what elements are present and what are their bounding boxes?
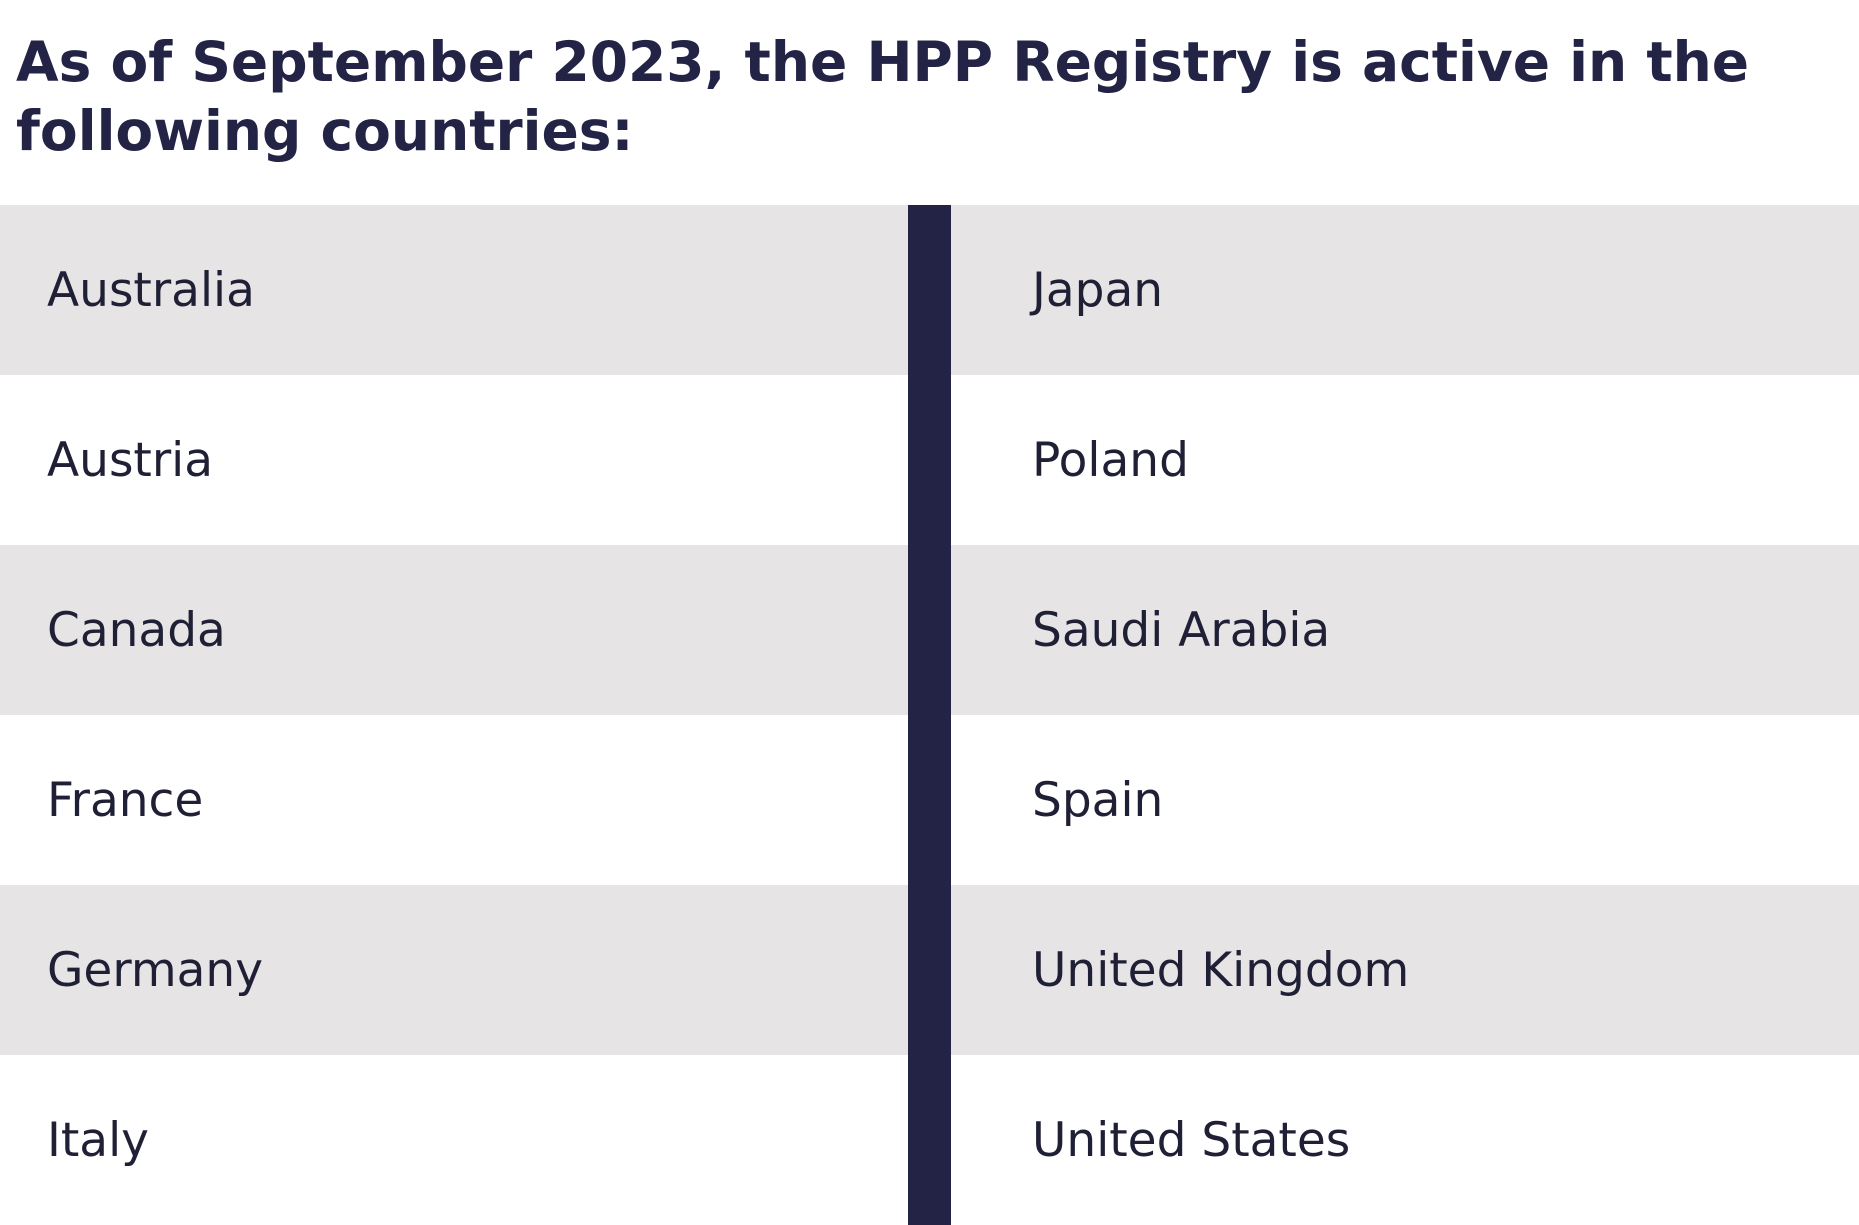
country-name: Spain <box>1032 772 1164 828</box>
country-table: Australia Japan Austria Poland Canada Sa… <box>0 205 1859 1225</box>
country-name: France <box>47 772 204 828</box>
country-name: Italy <box>47 1112 149 1168</box>
country-name: United Kingdom <box>1032 942 1410 998</box>
country-name: Austria <box>47 432 214 488</box>
country-name: Canada <box>47 602 226 658</box>
column-divider <box>908 205 951 1225</box>
country-name: Saudi Arabia <box>1032 602 1331 658</box>
country-name: United States <box>1032 1112 1351 1168</box>
country-name: Japan <box>1032 262 1164 318</box>
country-name: Germany <box>47 942 264 998</box>
country-name: Australia <box>47 262 255 318</box>
country-name: Poland <box>1032 432 1189 488</box>
page-title: As of September 2023, the HPP Registry i… <box>16 30 1750 163</box>
